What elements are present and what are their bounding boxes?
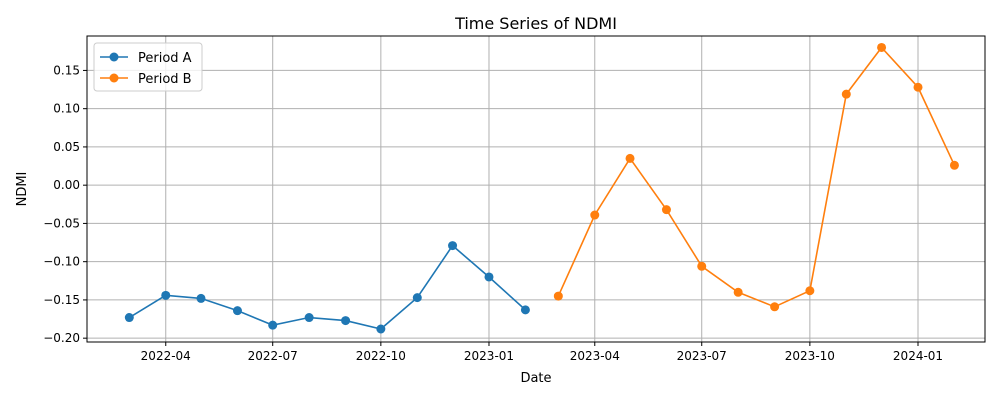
plot-frame	[86, 35, 986, 343]
data-point	[520, 305, 530, 315]
data-point	[304, 313, 314, 323]
data-point	[448, 241, 458, 251]
x-tick-label: 2022-04	[141, 349, 191, 363]
series-line-2	[557, 46, 956, 308]
data-point	[949, 160, 959, 170]
y-tick-label: −0.10	[43, 255, 80, 269]
data-point	[124, 313, 134, 323]
series-layer	[124, 42, 959, 334]
data-point	[161, 290, 171, 300]
data-point	[268, 320, 278, 330]
x-tick-label: 2023-01	[464, 349, 514, 363]
y-tick-label: −0.20	[43, 331, 80, 345]
y-axis-ticks: 0.15 0.10 0.05 0.00 −0.05 −0.10 −0.15 −0.20	[43, 63, 87, 345]
x-tick-label: 2024-01	[893, 349, 943, 363]
data-point	[196, 293, 206, 303]
data-point	[661, 205, 671, 215]
x-axis-label: Date	[520, 371, 551, 386]
data-point	[553, 291, 563, 301]
y-tick-label: −0.05	[43, 216, 80, 230]
legend-box	[93, 42, 203, 92]
y-tick-label: 0.00	[53, 178, 80, 192]
data-point	[697, 261, 707, 271]
legend-marker	[109, 52, 119, 62]
data-point	[770, 302, 780, 312]
y-tick-label: 0.05	[53, 140, 80, 154]
data-point	[484, 272, 494, 282]
x-tick-label: 2023-04	[570, 349, 620, 363]
x-tick-label: 2022-10	[356, 349, 406, 363]
data-point	[877, 42, 887, 52]
legend-entry-label: Period A	[138, 51, 192, 66]
data-point	[232, 306, 242, 316]
series-line-1	[128, 244, 526, 330]
data-point	[412, 293, 422, 303]
data-point	[913, 82, 923, 92]
x-axis-ticks: 2022-04 2022-07 2022-10 2023-01 2023-04 2023-…	[141, 342, 943, 363]
grid-lines	[87, 36, 985, 342]
data-point	[841, 89, 851, 99]
y-tick-label: 0.10	[53, 102, 80, 116]
legend-marker	[109, 73, 119, 83]
x-tick-label: 2022-07	[248, 349, 298, 363]
legend: Period A Period B	[93, 42, 203, 92]
data-point	[625, 153, 635, 163]
y-axis-label: NDMI	[15, 172, 30, 207]
data-point	[590, 210, 600, 220]
data-point	[376, 324, 386, 334]
chart-title: Time Series of NDMI	[454, 14, 617, 33]
x-tick-label: 2023-07	[677, 349, 727, 363]
data-point	[341, 316, 351, 326]
data-point	[805, 286, 815, 296]
y-tick-label: −0.15	[43, 293, 80, 307]
y-tick-label: 0.15	[53, 63, 80, 77]
x-tick-label: 2023-10	[785, 349, 835, 363]
data-point	[733, 287, 743, 297]
legend-entry-label: Period B	[138, 72, 192, 87]
